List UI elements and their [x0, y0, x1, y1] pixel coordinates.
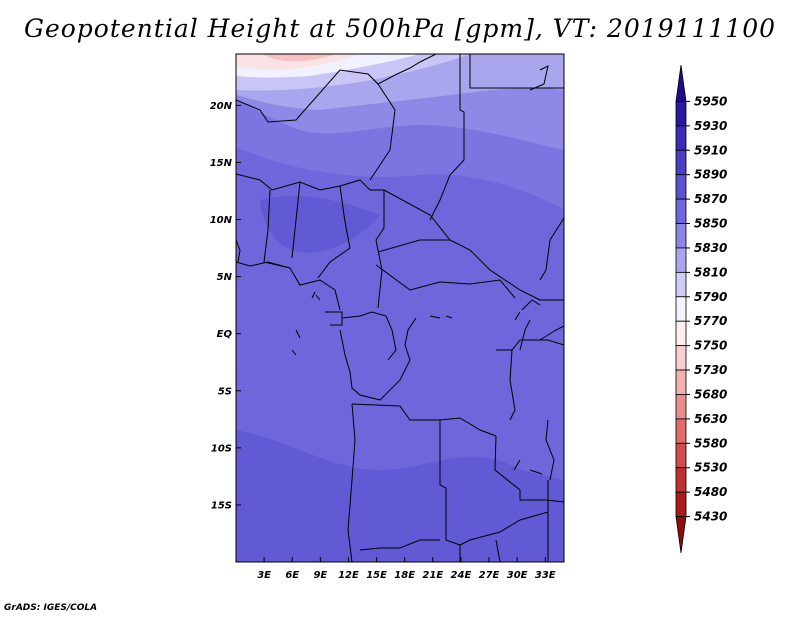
- colorbar-swatch: [675, 442, 687, 469]
- lon-label: 33E: [535, 570, 556, 581]
- colorbar-label: 5480: [694, 485, 727, 499]
- field-band-5730: [262, 54, 335, 62]
- colorbar-swatch: [675, 271, 687, 298]
- lat-label: EQ: [217, 329, 233, 340]
- colorbar-label: 5950: [694, 94, 727, 108]
- colorbar-swatch: [675, 394, 687, 420]
- lon-label: 18E: [394, 570, 415, 581]
- colorbar-swatch: [675, 101, 687, 127]
- colorbar-label: 5930: [694, 119, 727, 133]
- colorbar-swatch: [675, 64, 687, 102]
- colorbar-swatch: [675, 345, 687, 371]
- map-frame: [235, 53, 565, 563]
- lon-label: 6E: [285, 570, 299, 581]
- lon-label: 24E: [451, 570, 472, 581]
- lon-label: 27E: [479, 570, 500, 581]
- colorbar-swatch: [675, 125, 687, 151]
- colorbar-label: 5810: [694, 265, 727, 279]
- colorbar-swatch: [675, 516, 687, 554]
- colorbar-swatch: [675, 296, 687, 322]
- colorbar-label: 5870: [694, 192, 727, 206]
- colorbar-swatch: [675, 369, 687, 395]
- colorbar-label: 5750: [694, 339, 727, 353]
- colorbar-label: 5890: [694, 168, 727, 182]
- lon-label: 3E: [257, 570, 271, 581]
- colorbar-label: 5630: [694, 412, 727, 426]
- colorbar-label: 5580: [694, 436, 727, 450]
- colorbar-swatch: [675, 174, 687, 200]
- credit-text: GrADS: IGES/COLA: [4, 603, 98, 613]
- colorbar-swatch: [675, 223, 687, 249]
- colorbar-label: 5910: [694, 143, 727, 157]
- lat-label: 10N: [210, 215, 233, 226]
- colorbar: 5950 5930 5910 5890 5870 5850 5830 5810 5790 5770…: [675, 64, 727, 554]
- lat-label: 5S: [218, 386, 232, 397]
- colorbar-label: 5770: [694, 314, 727, 328]
- lat-label: 15S: [211, 500, 232, 511]
- longitude-axis: 3E 6E 9E 12E 15E 18E 21E 24E 27E 30E 33E: [257, 557, 556, 581]
- colorbar-swatch: [675, 418, 687, 444]
- colorbar-swatch: [675, 491, 687, 517]
- field-band-5870-west: [260, 195, 380, 253]
- page-title: Geopotential Height at 500hPa [gpm], VT:…: [23, 14, 777, 43]
- field-band-5750: [236, 54, 360, 70]
- colorbar-swatch: [675, 149, 687, 176]
- lon-label: 21E: [422, 570, 443, 581]
- colorbar-swatch: [675, 247, 687, 273]
- colorbar-swatch: [675, 320, 687, 347]
- latitude-axis: 20N 15N 10N 5N EQ 5S 10S 15S: [210, 101, 241, 511]
- colorbar-label: 5850: [694, 217, 727, 231]
- lon-label: 9E: [313, 570, 327, 581]
- colorbar-label: 5830: [694, 241, 727, 255]
- colorbar-label: 5730: [694, 363, 727, 377]
- lon-label: 12E: [338, 570, 359, 581]
- country-borders: [236, 54, 564, 562]
- field-band-5870-south: [236, 430, 564, 562]
- colorbar-label: 5680: [694, 387, 727, 401]
- lat-label: 15N: [210, 158, 233, 169]
- colorbar-label: 5790: [694, 290, 727, 304]
- lon-label: 30E: [507, 570, 528, 581]
- lat-label: 5N: [217, 272, 233, 283]
- colorbar-label: 5430: [694, 510, 727, 524]
- height-field: [236, 54, 564, 562]
- colorbar-swatch: [675, 198, 687, 224]
- colorbar-label: 5530: [694, 461, 727, 475]
- colorbar-swatch: [675, 467, 687, 493]
- lat-label: 20N: [210, 101, 233, 112]
- lon-label: 15E: [366, 570, 387, 581]
- lat-label: 10S: [211, 443, 232, 454]
